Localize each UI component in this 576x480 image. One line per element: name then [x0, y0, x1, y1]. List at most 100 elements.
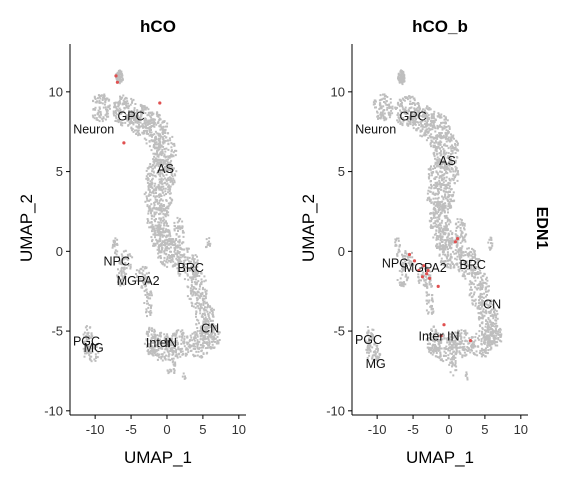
cell-point	[400, 281, 403, 284]
cell-point	[411, 102, 413, 105]
expressing-cell-point	[412, 259, 417, 263]
cell-point	[487, 305, 490, 307]
cell-point	[163, 351, 166, 354]
cell-point	[154, 157, 157, 160]
cell-point	[438, 157, 441, 160]
cell-point	[434, 161, 437, 164]
cell-point	[159, 238, 162, 241]
cell-point	[479, 312, 482, 315]
cell-point	[89, 326, 92, 329]
cell-point	[169, 338, 172, 341]
cell-point	[437, 192, 440, 194]
cell-point	[199, 305, 202, 308]
cell-point	[199, 308, 202, 310]
cell-point	[437, 349, 440, 352]
cell-point	[470, 269, 473, 272]
cell-point	[411, 124, 414, 127]
cell-point	[450, 133, 452, 136]
cell-point	[459, 218, 462, 221]
cell-point	[125, 272, 128, 275]
cell-point	[166, 167, 169, 170]
cell-point	[175, 170, 178, 173]
cell-point	[184, 375, 186, 378]
cell-point	[431, 136, 434, 139]
cell-point	[432, 191, 435, 194]
cell-point	[448, 182, 451, 185]
cell-point	[402, 281, 405, 284]
cell-point	[153, 211, 156, 214]
cell-point	[479, 285, 482, 288]
cell-point	[121, 278, 123, 281]
cell-point	[397, 77, 399, 80]
cell-point	[193, 263, 196, 266]
cell-point	[485, 290, 487, 293]
cell-point	[493, 322, 496, 325]
cell-point	[165, 165, 168, 167]
cell-point	[186, 336, 189, 339]
cell-point	[140, 267, 143, 270]
cell-point	[155, 211, 158, 214]
cell-point	[438, 227, 441, 230]
cell-point	[446, 264, 449, 267]
x-tick-label: 10	[232, 422, 246, 437]
cell-point	[389, 98, 392, 100]
cell-point	[493, 342, 496, 345]
cell-point	[438, 133, 441, 136]
cell-point	[201, 315, 204, 318]
cell-point	[408, 122, 411, 125]
cell-point	[499, 334, 502, 337]
cell-point	[445, 129, 448, 132]
cell-point	[438, 204, 441, 207]
cell-point	[483, 314, 486, 317]
cell-point	[482, 304, 485, 306]
cell-point	[455, 236, 458, 239]
cell-point	[187, 351, 190, 354]
cell-point	[443, 176, 446, 179]
cell-point	[149, 351, 152, 353]
cell-point	[472, 283, 475, 286]
cell-point	[431, 172, 433, 175]
cell-point	[147, 188, 150, 191]
cell-point	[414, 103, 416, 106]
cell-point	[424, 122, 427, 125]
cell-point	[173, 224, 176, 227]
cell-point	[434, 349, 437, 352]
cell-point	[146, 176, 149, 179]
cell-point	[196, 269, 199, 272]
cell-point	[426, 116, 429, 119]
cell-point	[437, 348, 440, 350]
cell-point	[201, 288, 204, 291]
cell-point	[171, 349, 174, 352]
cell-point	[164, 248, 167, 251]
cell-point	[153, 227, 156, 230]
cell-point	[113, 239, 116, 242]
cell-point	[409, 103, 411, 105]
cell-point	[170, 369, 173, 372]
cell-point	[466, 376, 469, 379]
cell-point	[371, 346, 374, 349]
cell-point	[442, 332, 445, 335]
cell-point	[193, 262, 196, 264]
expressing-cell-point	[420, 275, 424, 279]
cell-point	[497, 338, 500, 341]
cell-point	[200, 349, 203, 352]
cell-point	[474, 254, 477, 256]
cell-point	[203, 280, 206, 283]
cell-point	[436, 159, 439, 161]
cell-point	[385, 103, 388, 106]
cell-point	[173, 229, 176, 232]
cell-point	[201, 297, 204, 300]
cell-point	[141, 123, 144, 126]
cell-point	[87, 351, 90, 354]
cell-point	[154, 196, 157, 199]
cell-point	[473, 299, 476, 302]
expressing-cell-point	[122, 141, 126, 145]
cell-point	[196, 259, 199, 262]
cell-point	[485, 310, 488, 313]
cell-point	[434, 222, 436, 225]
cell-point	[496, 325, 499, 327]
cell-point	[445, 176, 448, 179]
cell-point	[117, 104, 120, 107]
cell-point	[445, 245, 448, 248]
cell-point	[473, 340, 476, 343]
